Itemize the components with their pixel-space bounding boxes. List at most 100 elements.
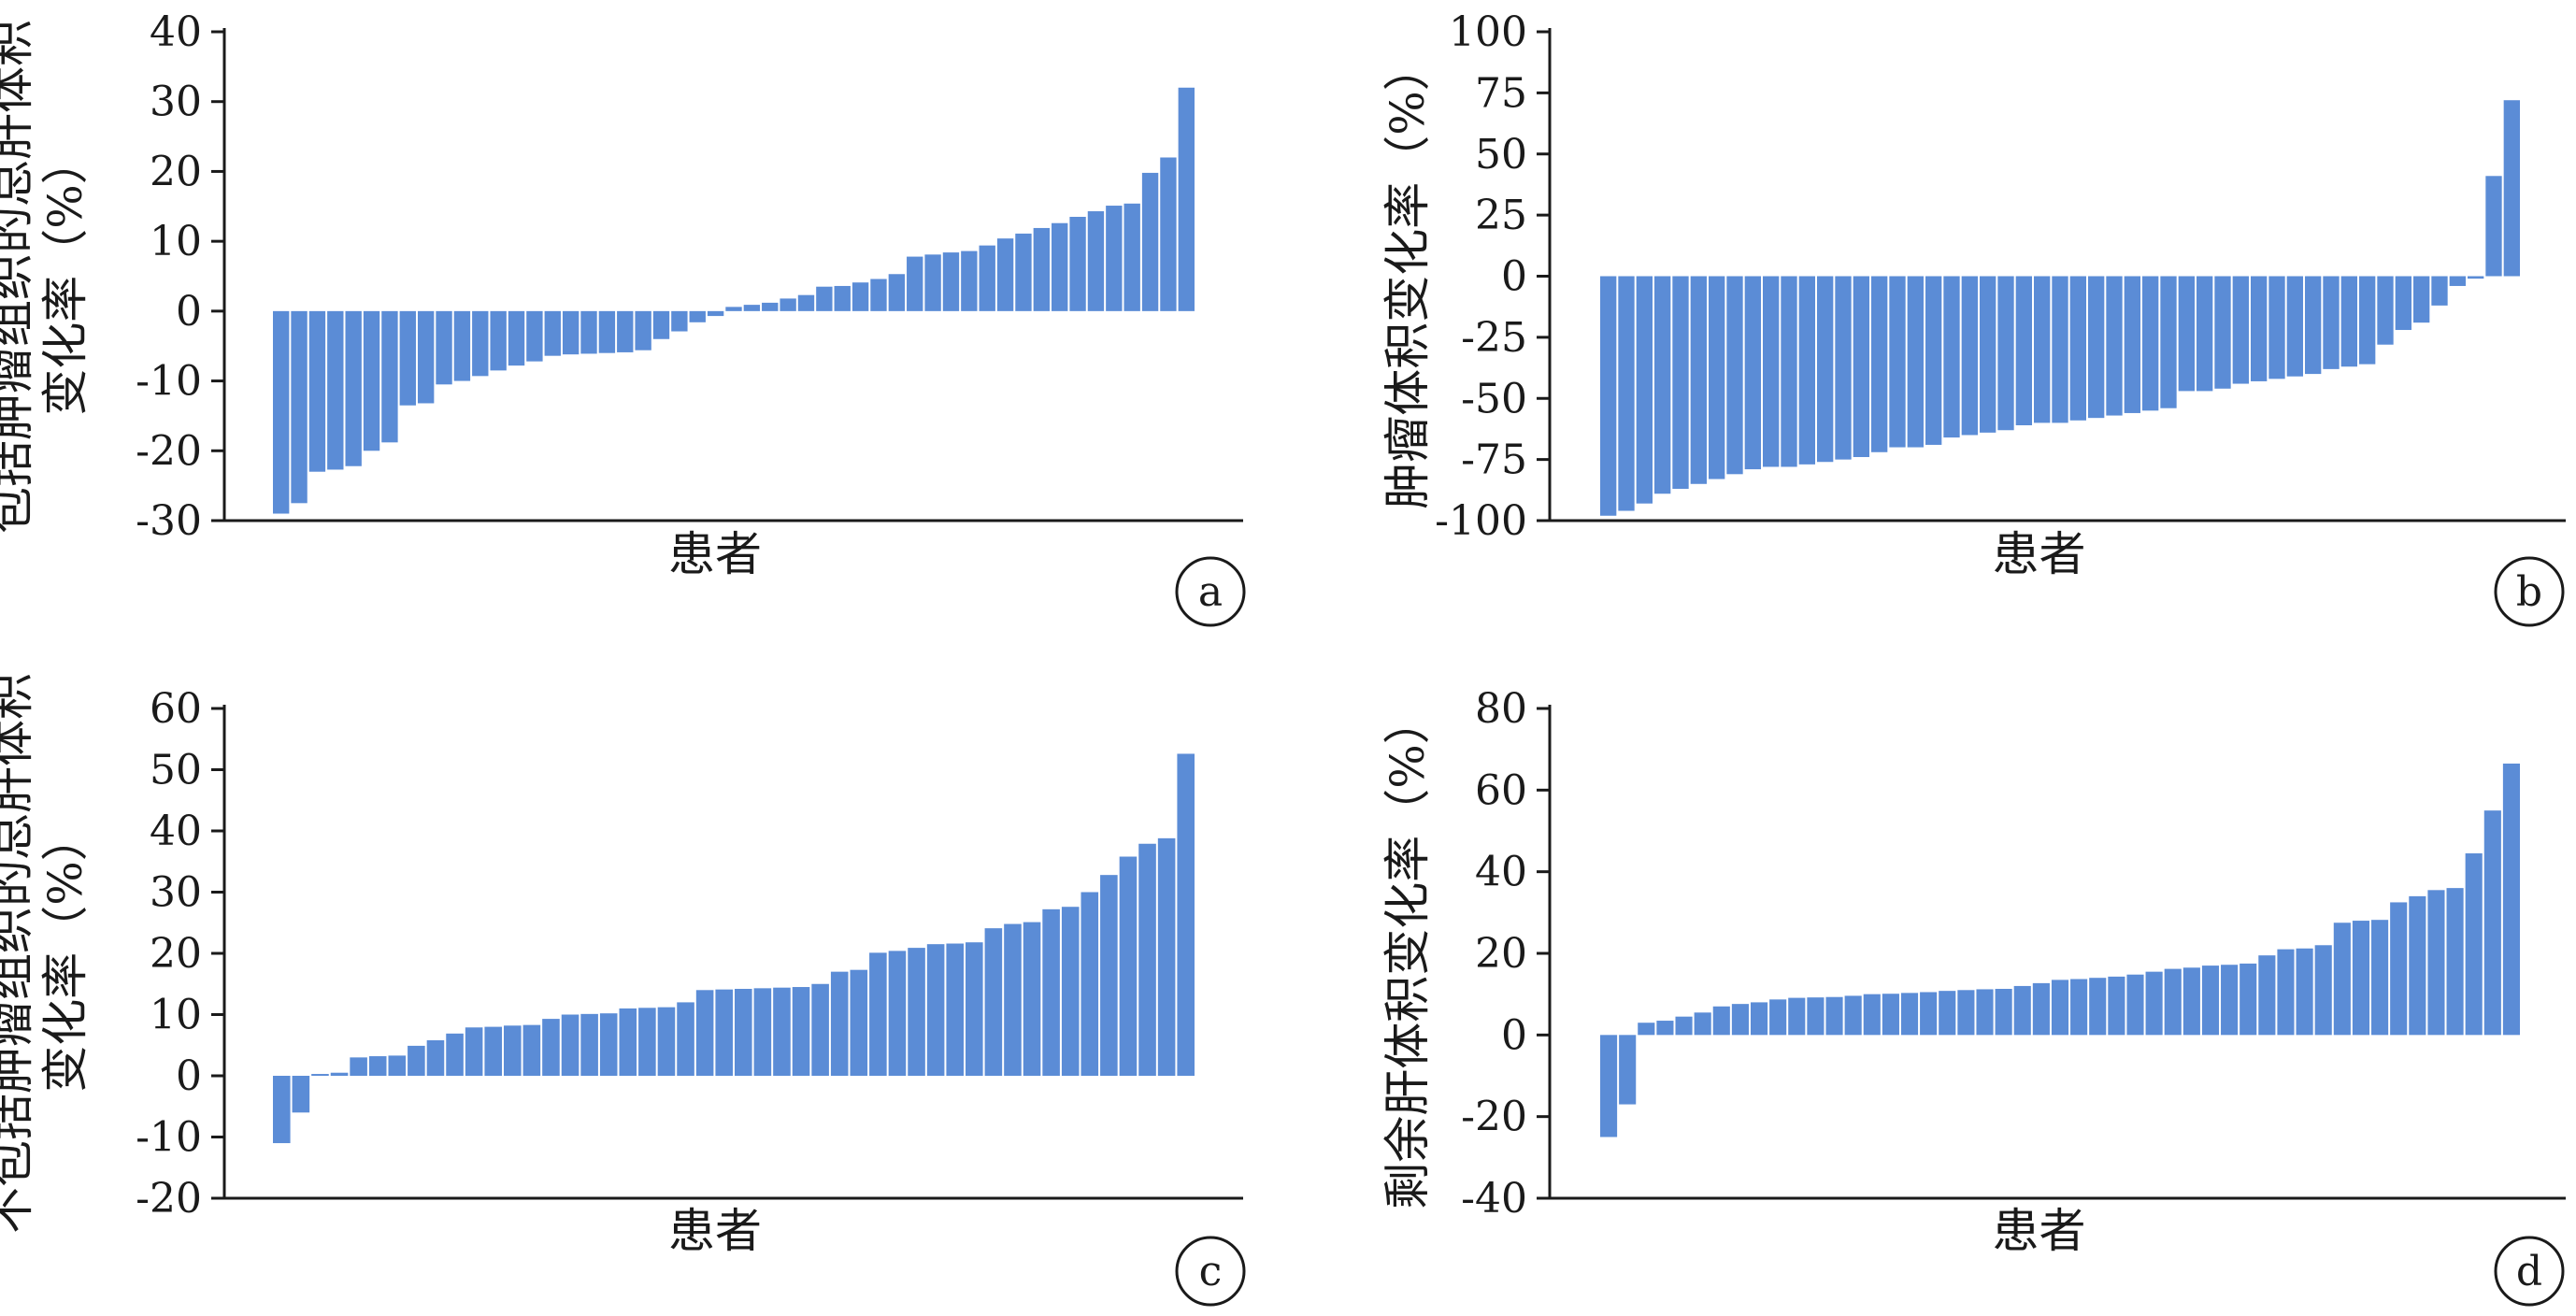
- bar-d-39: [2314, 945, 2332, 1036]
- bar-a-34: [870, 279, 887, 311]
- bar-d-46: [2446, 888, 2464, 1036]
- bar-a-11: [453, 310, 471, 381]
- bar-b-51: [2503, 100, 2520, 277]
- panel-letter-circle-a: [1175, 556, 1246, 627]
- bar-a-20: [617, 310, 634, 352]
- bar-b-37: [2251, 276, 2268, 381]
- bars-b: [1600, 100, 2520, 516]
- bar-b-46: [2413, 276, 2430, 323]
- y-tick-label-b-1: 75: [1475, 69, 1527, 117]
- bar-b-14: [1835, 276, 1852, 460]
- bar-c-9: [426, 1040, 445, 1076]
- bar-c-23: [695, 990, 714, 1076]
- bar-b-18: [1907, 276, 1924, 448]
- bar-d-17: [1900, 993, 1919, 1036]
- bar-d-41: [2352, 921, 2370, 1036]
- y-tick-label-c-2: 40: [150, 808, 202, 855]
- bar-c-21: [657, 1007, 676, 1076]
- bar-d-10: [1769, 999, 1787, 1036]
- bar-d-11: [1788, 997, 1806, 1036]
- y-tick-label-c-6: 0: [176, 1052, 202, 1100]
- bar-c-17: [580, 1013, 598, 1076]
- y-axis-title-a-line2: 变化率（%）: [38, 137, 93, 416]
- bar-d-32: [2182, 967, 2200, 1036]
- y-tick-label-d-0: 80: [1475, 685, 1527, 733]
- y-tick-label-a-0: 40: [150, 8, 202, 56]
- bar-a-32: [834, 285, 851, 311]
- bar-b-32: [2160, 276, 2177, 408]
- bar-a-39: [961, 250, 978, 311]
- panel-a: 40 30 20 10 0 -10 -20 -30 包括肿瘤组织的总肝体积 变化率（%） 患者 a: [0, 8, 1246, 627]
- bar-d-2: [1619, 1035, 1637, 1105]
- bar-a-15: [526, 310, 543, 362]
- y-tick-label-a-4: 0: [176, 288, 202, 336]
- bar-a-10: [436, 310, 452, 385]
- bar-c-25: [735, 988, 752, 1076]
- bar-b-22: [1980, 276, 1996, 433]
- bar-b-6: [1690, 276, 1707, 484]
- bar-d-25: [2051, 980, 2069, 1036]
- panel-c: 60 50 40 30 20 10 0 -10 -20 不包括肿瘤组织的总肝体积 变化率（%） 患者 c: [0, 673, 1246, 1307]
- bar-b-28: [2088, 276, 2105, 419]
- bar-c-30: [830, 971, 849, 1076]
- bar-a-23: [671, 310, 688, 332]
- bar-c-38: [984, 928, 1003, 1076]
- bar-b-45: [2395, 276, 2411, 331]
- y-tick-label-c-0: 60: [150, 685, 202, 733]
- bar-a-5: [345, 310, 362, 466]
- bar-c-48: [1177, 753, 1195, 1076]
- bar-c-40: [1023, 922, 1041, 1076]
- bar-a-51: [1178, 87, 1195, 311]
- bar-c-4: [330, 1072, 349, 1076]
- bar-d-29: [2126, 974, 2144, 1036]
- bar-b-30: [2124, 276, 2140, 413]
- bar-b-26: [2052, 276, 2068, 423]
- bar-d-14: [1844, 995, 1862, 1036]
- bar-a-44: [1052, 222, 1068, 311]
- y-tick-label-b-8: -100: [1435, 497, 1527, 545]
- bar-b-9: [1744, 276, 1761, 470]
- bar-c-27: [773, 987, 791, 1076]
- bar-a-42: [1015, 233, 1032, 311]
- x-axis-title-d: 患者: [1993, 1204, 2086, 1258]
- y-tick-label-a-3: 10: [150, 218, 202, 265]
- bar-a-1: [273, 310, 290, 514]
- bar-b-16: [1871, 276, 1888, 452]
- bar-d-28: [2108, 976, 2125, 1036]
- bar-a-18: [580, 310, 597, 354]
- bar-d-23: [2013, 985, 2031, 1036]
- bar-a-27: [743, 305, 761, 311]
- bar-a-46: [1087, 211, 1105, 311]
- y-tick-label-b-4: 0: [1501, 253, 1527, 301]
- panel-letter-circle-c: [1175, 1236, 1246, 1307]
- bar-c-45: [1119, 856, 1138, 1076]
- bar-d-12: [1807, 997, 1825, 1036]
- y-tick-label-c-4: 20: [150, 930, 202, 978]
- bar-a-28: [762, 302, 779, 311]
- bar-c-20: [638, 1008, 656, 1076]
- y-tick-label-c-3: 30: [150, 869, 202, 917]
- bar-c-14: [522, 1024, 541, 1076]
- bar-a-43: [1033, 227, 1051, 311]
- bar-d-33: [2201, 966, 2220, 1036]
- bar-a-45: [1069, 216, 1086, 311]
- bar-b-50: [2485, 176, 2502, 277]
- bar-b-15: [1853, 276, 1869, 458]
- bar-a-6: [363, 310, 380, 451]
- bar-b-47: [2431, 276, 2448, 306]
- bar-b-8: [1726, 276, 1743, 475]
- bar-d-27: [2089, 978, 2107, 1036]
- y-tick-label-b-0: 100: [1449, 8, 1527, 56]
- bar-c-1: [273, 1076, 291, 1144]
- bar-c-16: [561, 1014, 580, 1076]
- bar-c-44: [1100, 875, 1118, 1076]
- bar-a-41: [996, 238, 1014, 311]
- bar-d-3: [1638, 1023, 1655, 1036]
- bar-b-3: [1636, 276, 1653, 504]
- bar-a-36: [907, 256, 923, 311]
- bar-d-49: [2502, 763, 2520, 1036]
- x-axis-title-c: 患者: [668, 1204, 762, 1258]
- bar-d-1: [1600, 1035, 1618, 1137]
